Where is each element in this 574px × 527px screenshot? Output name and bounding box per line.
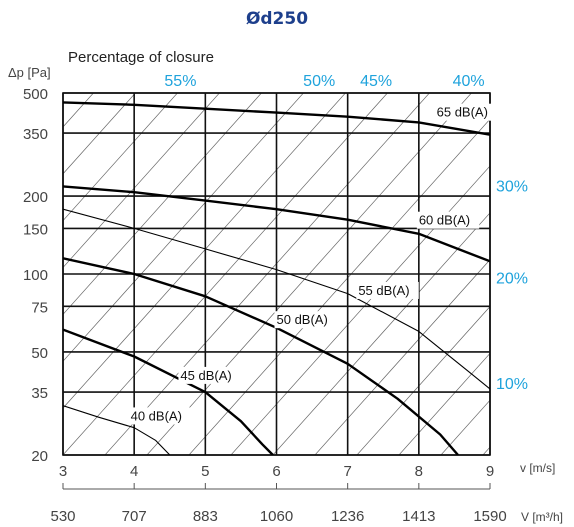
series-line [63, 328, 274, 455]
y-tick-label: 50 [31, 345, 48, 362]
closure-line [63, 93, 262, 315]
tick-labels: 20 35 50 75 100 150 200 350 500 3 4 5 6 7 8 9 [23, 86, 494, 480]
series-label-bg [434, 103, 498, 121]
series-line [63, 405, 171, 455]
flow-axis: 530 707 883 1060 1236 1413 1590 [50, 483, 507, 525]
x-tick-label: 4 [130, 463, 138, 480]
x-tick-label: 7 [343, 463, 351, 480]
closure-line [63, 93, 304, 362]
closure-right-label: 30% [496, 178, 528, 195]
y-axis-label: Δp [Pa] [8, 65, 51, 80]
x-tick-label: 3 [59, 463, 67, 480]
closure-top-label: 50% [303, 73, 335, 90]
series-label: 50 dB(A) [277, 312, 328, 327]
series-label-bg [178, 366, 241, 384]
flow-tick-label: 530 [50, 508, 75, 525]
y-tick-label: 20 [31, 448, 48, 465]
closure-top-label: 40% [453, 73, 485, 90]
series-label: 40 dB(A) [131, 408, 182, 423]
series-label: 45 dB(A) [180, 368, 231, 383]
series-label-bg [356, 281, 419, 299]
x2-axis-label: V [m³/h] [521, 510, 563, 524]
closure-top-label: 55% [164, 73, 196, 90]
y-tick-label: 350 [23, 126, 48, 143]
closure-title: Percentage of closure [68, 49, 214, 66]
closure-right-label: 20% [496, 270, 528, 287]
x-tick-label: 5 [201, 463, 209, 480]
series-lines [63, 101, 490, 455]
series-label: 65 dB(A) [437, 105, 488, 120]
y-tick-label: 75 [31, 299, 48, 316]
closure-line [63, 93, 220, 269]
y-tick-label: 500 [23, 86, 48, 103]
x-axis-label: v [m/s] [520, 461, 555, 475]
series-label: 55 dB(A) [358, 283, 409, 298]
chart-title: Ød250 [246, 9, 308, 29]
x-tick-label: 8 [415, 463, 423, 480]
flow-tick-label: 1236 [331, 508, 364, 525]
flow-tick-label: 1590 [473, 508, 506, 525]
series-label-bg [416, 211, 480, 229]
y-tick-label: 150 [23, 221, 48, 238]
flow-tick-label: 1060 [260, 508, 293, 525]
series-line [63, 257, 459, 455]
series-labels: 65 dB(A) 60 dB(A) 55 dB(A) 50 dB(A) 45 dB(A)… [128, 103, 498, 425]
series-line [63, 208, 490, 390]
y-tick-label: 35 [31, 385, 48, 402]
series-line [63, 185, 490, 263]
flow-tick-label: 1413 [402, 508, 435, 525]
closure-right-label: 10% [496, 376, 528, 393]
series-label-bg [274, 311, 337, 329]
closure-labels: 55% 50% 45% 40% 30% 20% 10% [164, 73, 528, 393]
series-line [63, 101, 490, 136]
y-tick-label: 100 [23, 267, 48, 284]
series-label-bg [128, 407, 192, 425]
x-tick-label: 9 [486, 463, 494, 480]
flow-tick-label: 883 [193, 508, 218, 525]
x-tick-label: 6 [272, 463, 280, 480]
flow-tick-label: 707 [122, 508, 147, 525]
closure-top-label: 45% [360, 73, 392, 90]
y-tick-label: 200 [23, 189, 48, 206]
series-label: 60 dB(A) [419, 213, 470, 228]
